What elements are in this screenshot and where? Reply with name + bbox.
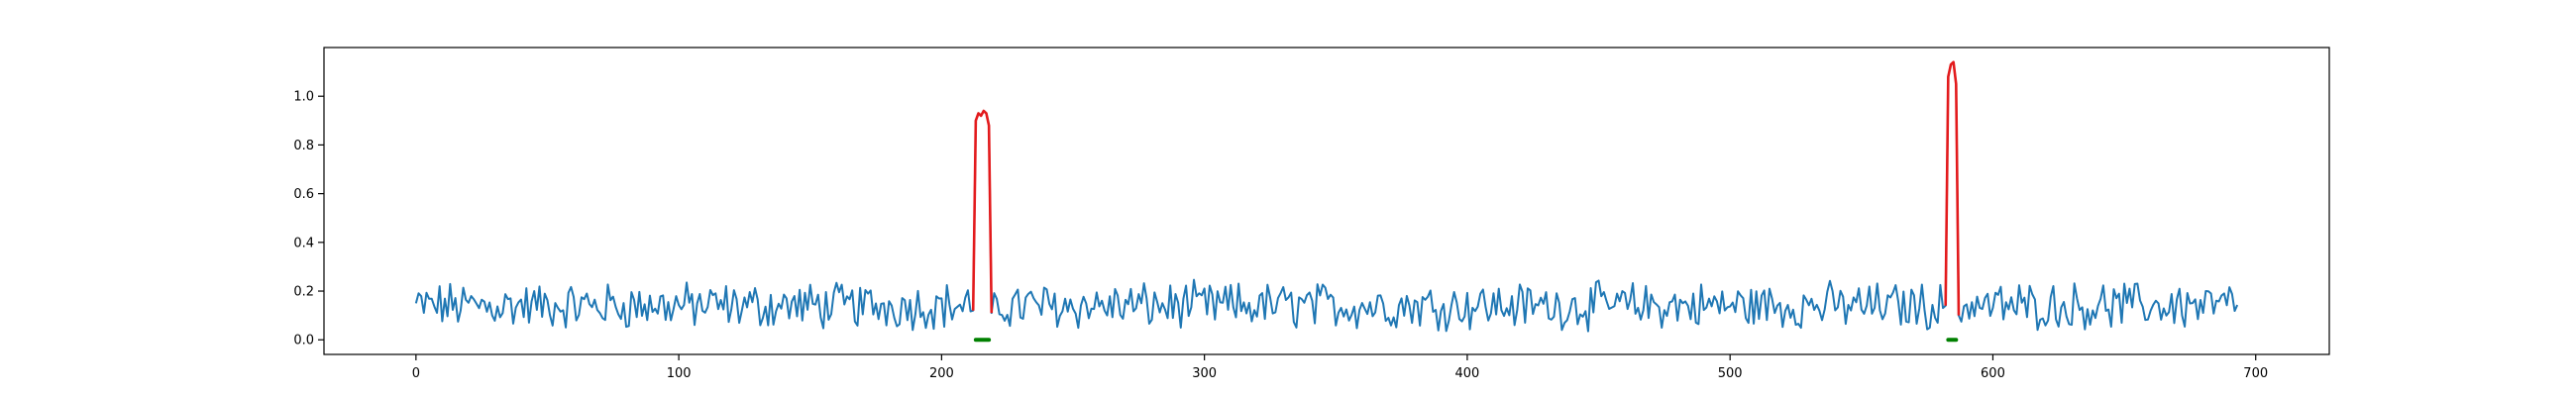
anomaly-segment-2 [1944, 60, 1961, 316]
y-tick-label: 0.2 [293, 285, 314, 300]
axes: 0 100 200 300 400 500 600 700 0.0 0.2 0.4 0.6 0.8 1.0 [293, 47, 2330, 381]
y-tick-label: 0.6 [293, 187, 314, 202]
x-tick-label: 700 [2243, 366, 2268, 381]
x-tick-label: 0 [412, 366, 420, 381]
anomaly-segment-1 [971, 109, 994, 314]
plot-area [414, 60, 2239, 343]
y-tick-label: 0.8 [293, 139, 314, 153]
x-tick-label: 500 [1718, 366, 1743, 381]
signal-line [414, 60, 2239, 333]
x-tick-label: 300 [1192, 366, 1217, 381]
y-tick-label: 0.0 [293, 334, 314, 348]
y-tick-label: 0.4 [293, 236, 314, 250]
x-tick-label: 200 [929, 366, 954, 381]
x-tick-label: 400 [1455, 366, 1480, 381]
x-tick-label: 100 [667, 366, 692, 381]
x-tick-label: 600 [1981, 366, 2005, 381]
axes-frame [323, 47, 2330, 355]
y-tick-label: 1.0 [293, 90, 314, 105]
